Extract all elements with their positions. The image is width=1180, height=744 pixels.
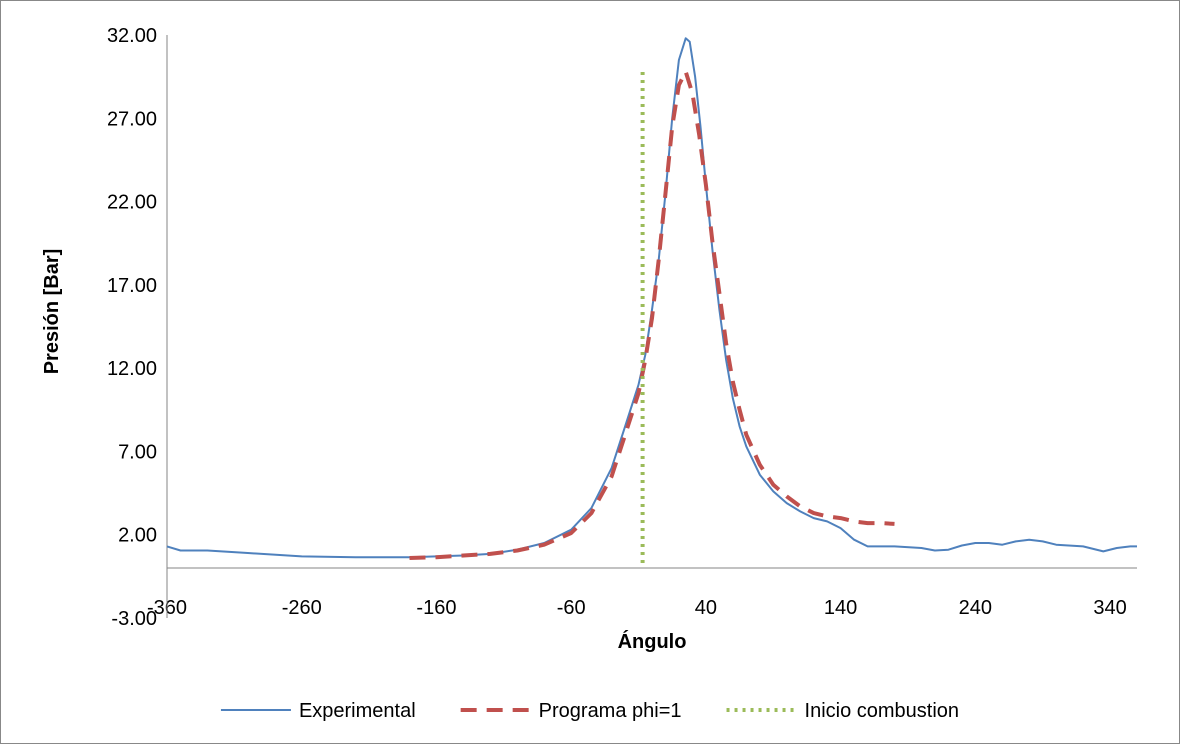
y-tick-label: 2.00 <box>118 525 157 547</box>
y-axis-title: Presión [Bar] <box>41 249 63 375</box>
y-tick-label: 12.00 <box>107 358 157 380</box>
y-tick-label: 17.00 <box>107 275 157 297</box>
x-tick-label: 240 <box>959 597 992 619</box>
series-line-2 <box>409 69 895 560</box>
x-tick-label: 340 <box>1093 597 1126 619</box>
x-tick-label: -60 <box>557 597 586 619</box>
legend-label-3: Inicio combustion <box>805 700 960 722</box>
series-group <box>166 37 1137 563</box>
x-tick-label: 140 <box>824 597 857 619</box>
x-tick-label: -260 <box>282 597 322 619</box>
y-tick-label: 22.00 <box>107 192 157 214</box>
x-axis-ticks: -360 -260 -160 -60 40 140 240 340 <box>147 597 1127 619</box>
y-tick-label: 7.00 <box>118 441 157 463</box>
x-tick-label: 40 <box>695 597 717 619</box>
y-tick-label: -3.00 <box>111 608 157 630</box>
y-tick-label: 32.00 <box>107 25 157 47</box>
series-line-1 <box>166 37 1137 559</box>
legend: Experimental Programa phi=1 Inicio combust… <box>220 700 960 722</box>
legend-label-2: Programa phi=1 <box>539 700 682 722</box>
x-tick-label: -160 <box>416 597 456 619</box>
y-tick-label: 27.00 <box>107 108 157 130</box>
x-axis-title: Ángulo <box>618 630 687 653</box>
y-axis-ticks: -3.00 2.00 7.00 12.00 17.00 22.00 27.00 32.00 <box>107 25 157 630</box>
legend-label-1: Experimental <box>299 700 416 722</box>
